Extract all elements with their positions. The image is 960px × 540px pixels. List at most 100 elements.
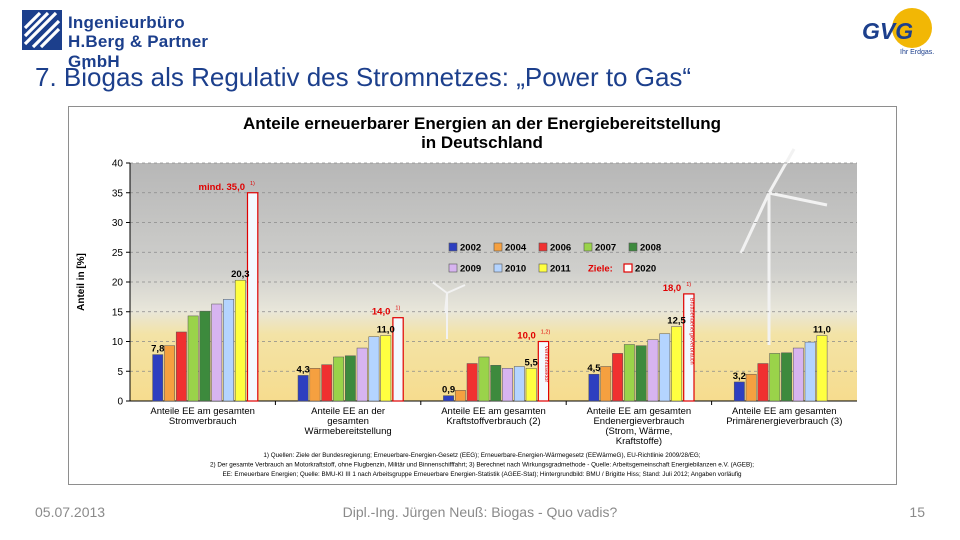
bar-2010	[513, 366, 525, 402]
gvg-logo-text: GVG	[862, 18, 913, 44]
legend-swatch-2020	[623, 263, 633, 273]
bar-2002	[443, 395, 454, 402]
bar-2002	[588, 373, 600, 402]
y-axis-label: Anteil in [%]	[76, 253, 87, 311]
x-category-label: Endenergieverbrauch	[593, 416, 684, 427]
bar-2008	[781, 352, 792, 402]
bar-2007	[623, 344, 635, 402]
x-category-label: Wärmebereitstellung	[305, 426, 392, 437]
bar-target-2020	[537, 340, 550, 402]
bar-2011	[525, 368, 537, 402]
gvg-logo: GVG Ihr Erdgas.	[862, 8, 934, 56]
legend-label-2011: 2011	[550, 264, 571, 275]
background-wind-turbines	[430, 148, 828, 345]
chart-title-line1: Anteile erneuerbarer Energien an der Ene…	[243, 114, 721, 133]
bar-value-label-last: 11,0	[813, 325, 831, 336]
bar-2008	[635, 345, 647, 402]
target-value-label: mind. 35,0	[199, 182, 245, 193]
x-category-label: Kraftstoffverbrauch (2)	[446, 416, 540, 427]
bar-2002	[152, 354, 164, 402]
y-tick-label: 10	[112, 337, 124, 348]
y-tick-label: 15	[112, 307, 124, 318]
bar-2007	[187, 315, 199, 402]
target-bar-note: Bruttoendenergieverbrauch	[689, 298, 695, 365]
legend-swatch-2008	[628, 242, 638, 252]
bar-2009	[647, 339, 659, 402]
bar-2006	[321, 364, 333, 402]
legend-label-2007: 2007	[595, 243, 616, 254]
legend-label-2008: 2008	[640, 243, 661, 254]
target-footnote-marker: 1)	[395, 306, 400, 312]
bar-target-2020	[392, 317, 404, 402]
x-category-label: gesamten	[327, 416, 369, 427]
bar-2002	[733, 381, 745, 402]
bar-value-label-first: 0,9	[442, 385, 455, 396]
target-footnote-marker: 1)	[686, 282, 691, 288]
bar-value-label-first: 4,3	[297, 364, 310, 375]
legend-swatch-2006	[538, 242, 548, 252]
y-tick-label: 5	[117, 367, 123, 378]
legend-swatch-2002	[448, 242, 458, 252]
bar-2010	[659, 333, 671, 402]
chart-frame: Anteile erneuerbarer Energien an der Ene…	[68, 106, 897, 485]
chart-footnote: EE: Erneuerbare Energien; Quelle: BMU-KI…	[222, 471, 742, 478]
bar-2006	[612, 353, 623, 402]
bar-2011	[816, 335, 828, 402]
x-category-label: (Strom, Wärme,	[605, 426, 672, 437]
bar-2007	[478, 356, 490, 402]
x-category-label: Anteile EE am gesamten	[587, 406, 692, 417]
bar-2004	[309, 368, 321, 402]
bar-2008	[344, 355, 356, 402]
bar-value-label-first: 4,5	[587, 363, 601, 374]
bar-value-label-last: 5,5	[525, 357, 539, 368]
y-tick-label: 25	[112, 248, 124, 259]
legend-swatch-2009	[448, 263, 458, 273]
bar-2004	[454, 390, 466, 402]
y-tick-label: 35	[112, 188, 124, 199]
bar-2004	[600, 366, 612, 402]
bar-2009	[502, 368, 513, 402]
bar-2009	[792, 347, 804, 402]
bar-2009	[211, 303, 223, 402]
company-name-line1: Ingenieurbüro	[68, 13, 185, 32]
bar-2011	[380, 335, 392, 402]
target-bar-note: Verkehrssektor	[543, 346, 549, 383]
company-logo: Ingenieurbüro H.Berg & Partner GmbH	[22, 10, 262, 71]
gvg-logo-subtext: Ihr Erdgas.	[900, 49, 934, 56]
legend-label-2006: 2006	[550, 243, 571, 254]
x-category-label: Primärenergieverbrauch (3)	[726, 416, 842, 427]
bar-2004	[745, 373, 757, 402]
bar-2002	[297, 375, 309, 402]
bar-2006	[466, 363, 478, 402]
chart-footnote: 1) Quellen: Ziele der Bundesregierung; E…	[263, 452, 700, 459]
bar-2010	[368, 336, 380, 402]
legend-swatch-2007	[583, 242, 593, 252]
target-footnote-marker: 1)	[250, 181, 255, 187]
bar-target-2020	[246, 192, 259, 402]
target-value-label: 10,0	[517, 331, 536, 342]
legend-label-2009: 2009	[460, 264, 481, 275]
target-value-label: 14,0	[372, 307, 391, 318]
gvg-logo-sun	[892, 8, 932, 48]
bar-value-label-last: 20,3	[231, 269, 250, 280]
bar-2010	[804, 341, 816, 402]
page-title: 7. Biogas als Regulativ des Stromnetzes:…	[35, 62, 692, 92]
legend-swatch-2010	[493, 263, 503, 273]
chart-title-line2: in Deutschland	[421, 133, 543, 152]
x-category-label: Kraftstoffe)	[616, 436, 662, 447]
bar-2008	[490, 365, 502, 402]
legend-swatch-2004	[493, 242, 503, 252]
company-name-line2: H.Berg & Partner GmbH	[68, 32, 209, 71]
target-value-label: 18,0	[663, 283, 682, 294]
bar-value-label-last: 12,5	[667, 316, 686, 327]
renewables-share-chart: Anteile erneuerbarer Energien an der Ene…	[76, 114, 857, 478]
legend-swatch-2011	[538, 263, 548, 273]
x-category-label: Anteile EE am gesamten	[150, 406, 255, 417]
bar-value-label-last: 11,0	[377, 325, 395, 336]
bar-2007	[769, 353, 781, 402]
x-category-label: Stromverbrauch	[169, 416, 237, 427]
legend-label-2004: 2004	[505, 243, 527, 254]
legend-target-prefix: Ziele:	[588, 264, 613, 275]
y-tick-label: 20	[112, 278, 124, 289]
bar-value-label-first: 7,8	[151, 344, 164, 355]
